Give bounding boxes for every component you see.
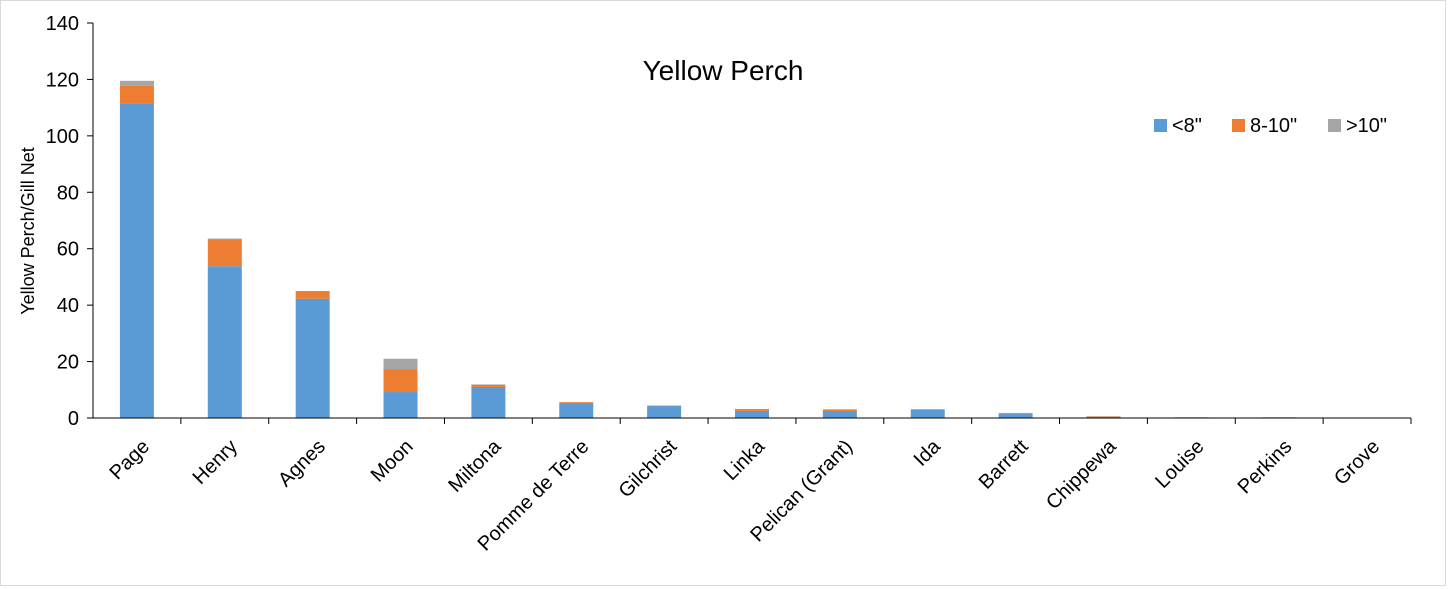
x-tick-label: Perkins [1234,436,1297,499]
bar-segment [119,85,154,104]
bar-segment [559,402,594,404]
legend-swatch [1328,119,1341,132]
y-axis: 0 20 40 60 80 100 120 140 [46,13,94,430]
x-tick-label: Barrett [975,435,1033,493]
bars-group [119,80,1385,419]
y-tick-label: 60 [57,239,79,261]
x-tick-label: Gilchrist [615,435,682,502]
bar-segment [119,103,154,419]
bar-segment [910,409,945,410]
bar-segment [822,409,857,411]
bar-segment [647,405,682,418]
bar-segment [119,80,154,86]
legend-swatch [1154,119,1167,132]
bar-segment [295,298,330,418]
bar-segment [998,414,1033,418]
bar-segment [383,392,418,418]
bar-segment [735,408,769,410]
x-tick-label: Chippewa [1042,435,1121,514]
x-tick-label: Page [105,436,154,485]
bar-segment [998,413,1033,415]
legend-swatch [1232,119,1245,132]
bar-segment [471,384,506,387]
y-tick-label: 80 [57,182,79,204]
legend-label: <8" [1172,115,1202,137]
bar-segment [383,358,418,370]
y-tick-label: 100 [46,126,79,148]
bar-segment [1086,416,1121,418]
bar-segment [207,238,242,240]
bar-segment [822,410,857,418]
legend-label: 8-10" [1250,115,1297,137]
bar-segment [735,410,769,418]
y-tick-label: 140 [46,13,79,35]
bar-segment [822,409,857,410]
legend-label: >10" [1346,115,1387,137]
bar-segment [383,369,418,393]
bar-segment [207,266,242,418]
x-tick-label: Linka [720,435,770,485]
y-tick-label: 20 [57,352,79,374]
bar-segment [295,291,330,299]
x-tick-label: Moon [367,436,418,487]
x-tick-label: Henry [189,436,242,489]
legend: <8" 8-10" >10" [1154,115,1387,137]
x-tick-label: Miltona [444,435,506,497]
y-tick-label: 0 [68,408,79,430]
x-tick-label: Louise [1151,436,1208,493]
bar-segment [559,403,594,418]
bar-segment [735,409,769,411]
chart-title: Yellow Perch [643,55,804,86]
bar-segment [207,239,242,267]
x-tick-label: Ida [910,435,946,471]
bar-segment [471,384,506,385]
bar-segment [471,386,506,418]
bar-segment [647,405,682,407]
y-axis-label: Yellow Perch/Gill Net [18,147,38,314]
x-tick-label: Agnes [274,436,330,492]
bar-segment [910,409,945,418]
bar-segment [998,412,1033,414]
x-tick-label: Grove [1330,436,1384,490]
y-tick-label: 40 [57,295,79,317]
bar-segment [1086,416,1121,417]
y-tick-label: 120 [46,69,79,91]
